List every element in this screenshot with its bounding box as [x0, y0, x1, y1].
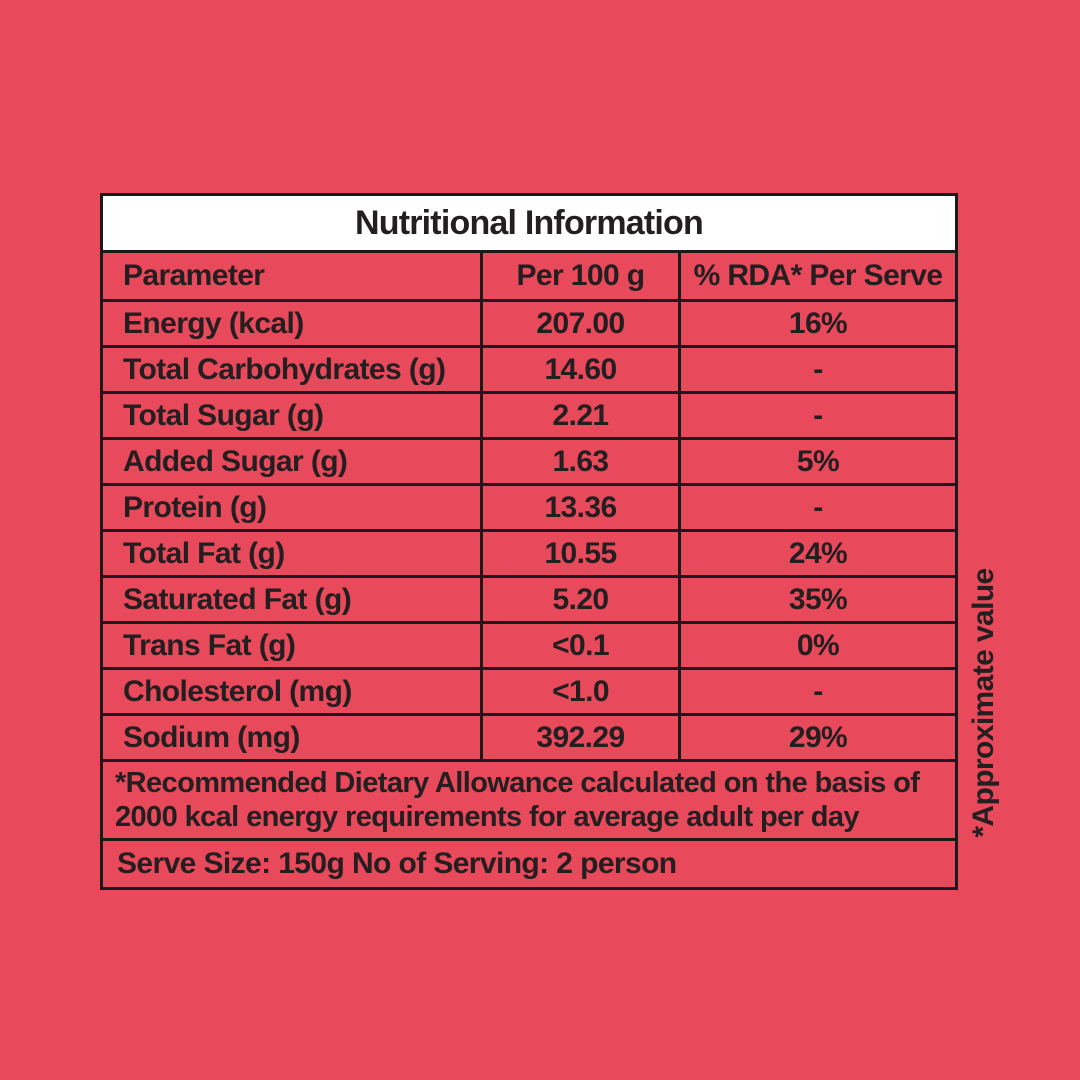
row-rda: 24%: [681, 532, 955, 575]
row-rda: -: [681, 394, 955, 437]
row-per-100g: 392.29: [483, 716, 678, 759]
row-parameter: Energy (kcal): [103, 302, 480, 345]
row-rda: 5%: [681, 440, 955, 483]
row-per-100g: 1.63: [483, 440, 678, 483]
table-title: Nutritional Information: [103, 196, 955, 250]
row-parameter: Trans Fat (g): [103, 624, 480, 667]
row-rda: 29%: [681, 716, 955, 759]
row-per-100g: 10.55: [483, 532, 678, 575]
nutrition-facts-table: Nutritional Information Parameter Per 10…: [100, 193, 958, 890]
row-parameter: Total Fat (g): [103, 532, 480, 575]
row-per-100g: 2.21: [483, 394, 678, 437]
row-parameter: Total Carbohydrates (g): [103, 348, 480, 391]
row-per-100g: <1.0: [483, 670, 678, 713]
column-header-parameter: Parameter: [103, 253, 480, 299]
row-parameter: Added Sugar (g): [103, 440, 480, 483]
serve-size-info: Serve Size: 150g No of Serving: 2 person: [103, 841, 955, 887]
column-header-rda-per-serve: % RDA* Per Serve: [681, 253, 955, 299]
row-parameter: Protein (g): [103, 486, 480, 529]
row-rda: -: [681, 348, 955, 391]
row-rda: 0%: [681, 624, 955, 667]
approximate-value-note: *Approximate value: [967, 568, 1000, 838]
row-rda: 16%: [681, 302, 955, 345]
row-parameter: Cholesterol (mg): [103, 670, 480, 713]
row-rda: -: [681, 670, 955, 713]
table-grid: Parameter Per 100 g % RDA* Per Serve Ene…: [103, 253, 955, 887]
row-rda: -: [681, 486, 955, 529]
row-per-100g: 13.36: [483, 486, 678, 529]
row-parameter: Sodium (mg): [103, 716, 480, 759]
column-header-per-100g: Per 100 g: [483, 253, 678, 299]
row-parameter: Total Sugar (g): [103, 394, 480, 437]
row-per-100g: 5.20: [483, 578, 678, 621]
row-per-100g: <0.1: [483, 624, 678, 667]
row-per-100g: 207.00: [483, 302, 678, 345]
row-parameter: Saturated Fat (g): [103, 578, 480, 621]
rda-footnote: *Recommended Dietary Allowance calculate…: [103, 762, 955, 838]
row-per-100g: 14.60: [483, 348, 678, 391]
row-rda: 35%: [681, 578, 955, 621]
